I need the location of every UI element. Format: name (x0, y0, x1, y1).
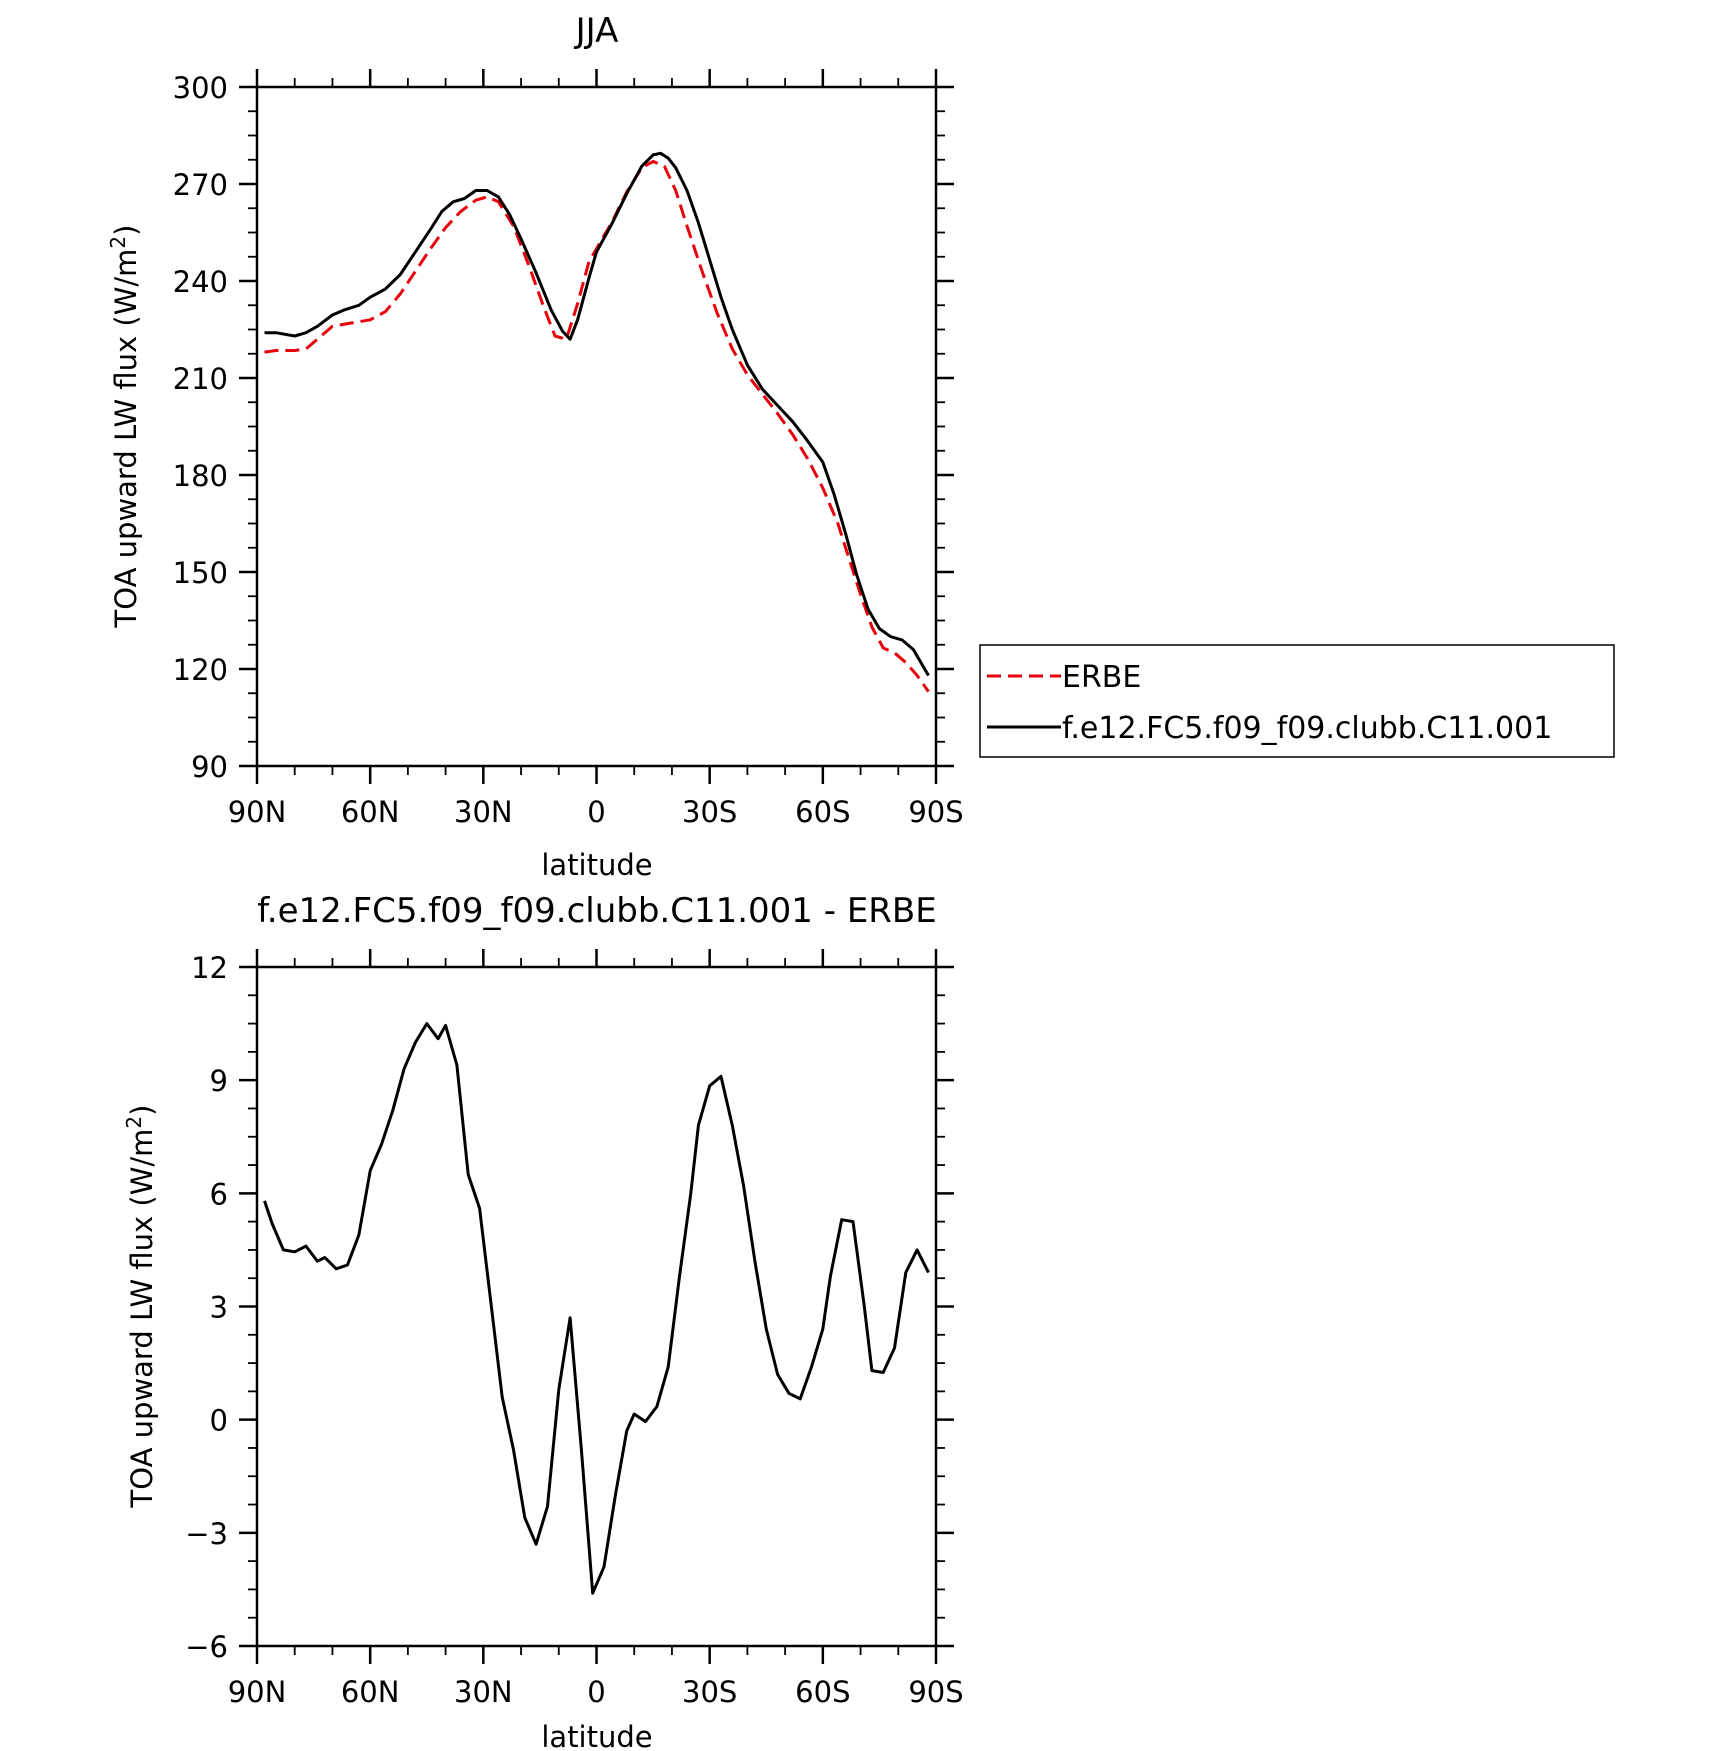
bottom-x-tick-label: 30S (682, 1675, 737, 1709)
top-y-tick-label: 90 (191, 750, 228, 784)
bottom-x-tick-label: 60N (341, 1675, 400, 1709)
bottom-y-axis-title: TOA upward LW flux (W/m2) (122, 1105, 159, 1509)
top-y-axis-title: TOA upward LW flux (W/m2) (106, 225, 143, 629)
bottom-x-axis-title: latitude (541, 1720, 652, 1751)
top-x-tick-label: 90S (908, 795, 963, 829)
top-plot-frame (255, 85, 938, 768)
bottom-ticks (239, 949, 954, 1664)
top-ticks (239, 69, 954, 784)
top-y-tick-label: 180 (173, 459, 228, 493)
top-x-axis-title: latitude (541, 848, 652, 882)
bottom-y-tick-label: 6 (210, 1177, 228, 1211)
top-x-tick-label: 30S (682, 795, 737, 829)
bottom-panel: f.e12.FC5.f09_f09.clubb.C11.001 - ERBE 1… (122, 891, 964, 1751)
bottom-y-tick-label: −6 (185, 1630, 228, 1664)
top-x-tick-label: 60N (341, 795, 400, 829)
top-series-line-1 (264, 151, 930, 677)
bottom-x-tick-label: 90N (228, 1675, 287, 1709)
top-x-tick-label: 0 (587, 795, 605, 829)
bottom-y-tick-labels: 12 9 6 3 0 −3 −6 (185, 951, 228, 1664)
legend-box (979, 644, 1615, 758)
top-y-tick-label: 120 (173, 653, 228, 687)
top-y-tick-label: 210 (173, 362, 228, 396)
legend-label-erbe: ERBE (1062, 660, 1141, 695)
top-panel: JJA 300 270 240 210 180 150 120 90 90N 60N 30N 0 30… (106, 11, 1615, 882)
legend: ERBE f.e12.FC5.f09_f09.clubb.C11.001 (979, 644, 1615, 758)
bottom-series-line-0 (263, 1022, 930, 1595)
top-y-tick-label: 300 (173, 71, 228, 105)
top-y-tick-label: 150 (173, 556, 228, 590)
top-y-tick-labels: 300 270 240 210 180 150 120 90 (173, 71, 228, 784)
bottom-y-tick-label: 0 (210, 1404, 228, 1438)
top-chart-title: JJA (574, 11, 619, 51)
bottom-x-tick-label: 60S (795, 1675, 850, 1709)
top-x-tick-labels: 90N 60N 30N 0 30S 60S 90S (228, 795, 964, 829)
top-series-line-0 (264, 159, 930, 693)
bottom-x-tick-label: 30N (454, 1675, 513, 1709)
legend-label-model: f.e12.FC5.f09_f09.clubb.C11.001 (1062, 711, 1552, 746)
top-series-lines (264, 151, 930, 693)
bottom-chart-title: f.e12.FC5.f09_f09.clubb.C11.001 - ERBE (257, 891, 936, 931)
top-y-tick-label: 270 (173, 168, 228, 202)
top-y-tick-label: 240 (173, 265, 228, 299)
bottom-x-tick-labels: 90N 60N 30N 0 30S 60S 90S (228, 1675, 964, 1709)
top-x-tick-label: 90N (228, 795, 287, 829)
bottom-y-tick-label: 3 (210, 1291, 228, 1325)
top-x-tick-label: 30N (454, 795, 513, 829)
bottom-y-tick-label: 9 (210, 1064, 228, 1098)
bottom-y-tick-label: 12 (191, 951, 228, 985)
bottom-plot-frame (255, 965, 938, 1648)
bottom-series-lines (263, 1022, 930, 1595)
bottom-y-tick-label: −3 (185, 1517, 228, 1551)
top-x-tick-label: 60S (795, 795, 850, 829)
bottom-x-tick-label: 90S (908, 1675, 963, 1709)
bottom-x-tick-label: 0 (587, 1675, 605, 1709)
